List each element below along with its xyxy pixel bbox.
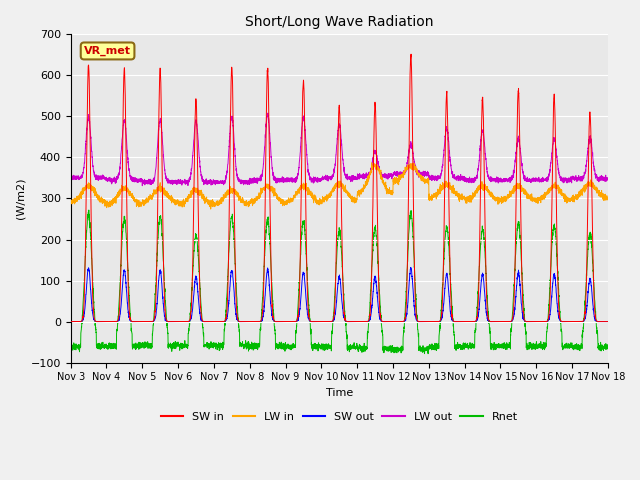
Text: VR_met: VR_met xyxy=(84,46,131,56)
X-axis label: Time: Time xyxy=(326,388,353,398)
Title: Short/Long Wave Radiation: Short/Long Wave Radiation xyxy=(245,15,433,29)
Y-axis label: (W/m2): (W/m2) xyxy=(15,178,25,219)
Legend: SW in, LW in, SW out, LW out, Rnet: SW in, LW in, SW out, LW out, Rnet xyxy=(156,408,522,426)
